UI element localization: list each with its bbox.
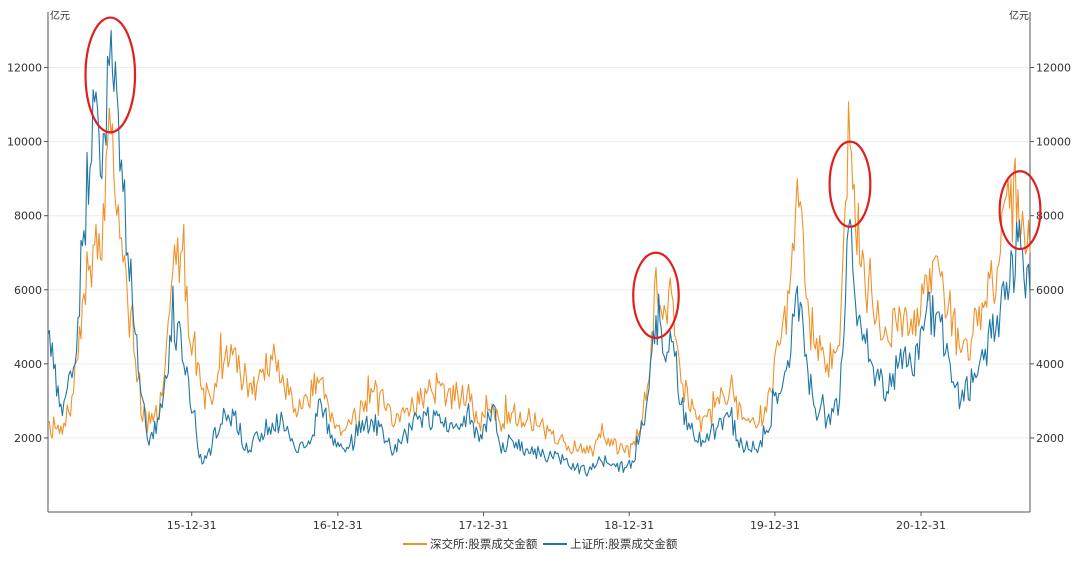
left-y-tick-labels: 2000 4000 6000 8000 10000 12000 (7, 62, 42, 445)
x-tick-label: 16-12-31 (313, 519, 363, 532)
left-unit-label: 亿元 (50, 9, 70, 22)
highlight-circles (84, 16, 1042, 340)
highlight-circle (84, 16, 137, 134)
legend: 深交所:股票成交金额 上证所:股票成交金额 (403, 537, 678, 551)
right-y-tick-label: 12000 (1036, 62, 1071, 75)
x-tick-label: 18-12-31 (604, 519, 654, 532)
series-lines (47, 29, 1031, 477)
right-y-tick-label: 2000 (1036, 432, 1064, 445)
highlight-circle (998, 170, 1042, 251)
x-tick-labels: 15-12-31 16-12-31 17-12-31 18-12-31 19-12-31… (167, 519, 946, 532)
x-tick-label: 17-12-31 (459, 519, 509, 532)
right-y-tick-label: 6000 (1036, 284, 1064, 297)
left-y-tick-label: 6000 (14, 284, 42, 297)
x-tick-label: 20-12-31 (896, 519, 946, 532)
left-y-tick-label: 2000 (14, 432, 42, 445)
axes (44, 12, 1034, 516)
highlight-circle (828, 140, 872, 228)
legend-label: 上证所:股票成交金额 (570, 537, 678, 551)
left-y-tick-label: 4000 (14, 358, 42, 371)
series-line-szse (47, 101, 1031, 459)
legend-label: 深交所:股票成交金额 (430, 537, 538, 551)
left-y-tick-label: 10000 (7, 136, 42, 149)
grid-lines (48, 67, 1030, 439)
left-y-tick-label: 12000 (7, 62, 42, 75)
right-y-tick-label: 4000 (1036, 358, 1064, 371)
right-y-tick-label: 10000 (1036, 136, 1071, 149)
x-tick-label: 19-12-31 (750, 519, 800, 532)
x-tick-label: 15-12-31 (167, 519, 217, 532)
left-y-tick-label: 8000 (14, 210, 42, 223)
right-y-tick-labels: 2000 4000 6000 8000 10000 12000 (1036, 62, 1071, 445)
highlight-circle (632, 251, 680, 340)
right-unit-label: 亿元 (1009, 9, 1029, 22)
series-line-sse (47, 29, 1031, 477)
right-y-tick-label: 8000 (1036, 210, 1064, 223)
